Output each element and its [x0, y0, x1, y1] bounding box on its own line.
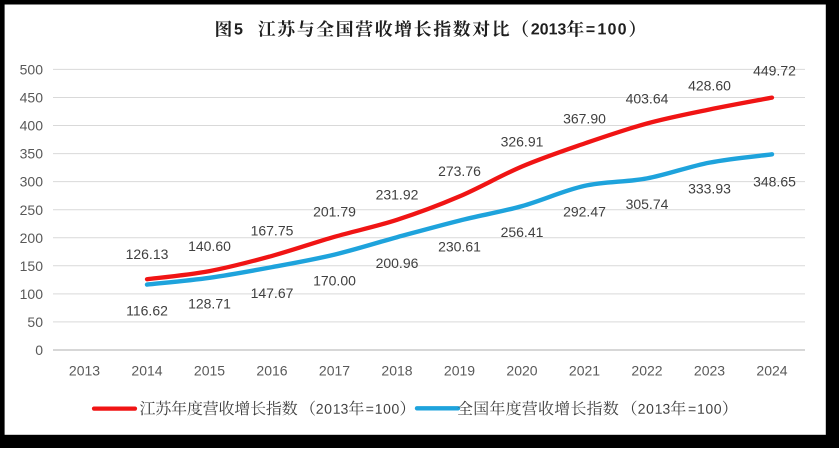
svg-text:305.74: 305.74 — [626, 196, 669, 212]
svg-text:2014: 2014 — [131, 363, 162, 379]
svg-text:116.62: 116.62 — [126, 302, 168, 318]
svg-text:326.91: 326.91 — [501, 133, 544, 149]
svg-text:147.67: 147.67 — [251, 285, 294, 301]
svg-text:128.71: 128.71 — [188, 296, 231, 312]
svg-text:2022: 2022 — [631, 363, 662, 379]
svg-text:2018: 2018 — [381, 363, 412, 379]
svg-text:230.61: 230.61 — [438, 238, 481, 254]
svg-text:2017: 2017 — [319, 363, 350, 379]
svg-text:500: 500 — [20, 62, 44, 78]
svg-text:450: 450 — [20, 90, 44, 106]
svg-text:200: 200 — [20, 230, 44, 246]
svg-text:350: 350 — [20, 146, 44, 162]
svg-text:50: 50 — [27, 314, 43, 330]
svg-text:126.13: 126.13 — [126, 246, 169, 262]
svg-text:2023: 2023 — [694, 363, 725, 379]
svg-text:200.96: 200.96 — [376, 255, 419, 271]
svg-text:348.65: 348.65 — [753, 173, 796, 189]
svg-text:2021: 2021 — [569, 363, 600, 379]
svg-text:2024: 2024 — [756, 363, 787, 379]
svg-text:400: 400 — [20, 118, 44, 134]
svg-text:428.60: 428.60 — [688, 77, 731, 93]
svg-text:170.00: 170.00 — [313, 272, 356, 288]
svg-text:2020: 2020 — [506, 363, 537, 379]
svg-text:167.75: 167.75 — [251, 223, 294, 239]
svg-text:100: 100 — [20, 286, 44, 302]
svg-text:367.90: 367.90 — [563, 110, 606, 126]
svg-text:250: 250 — [20, 202, 44, 218]
svg-text:2019: 2019 — [444, 363, 475, 379]
svg-text:2015: 2015 — [194, 363, 225, 379]
svg-text:273.76: 273.76 — [438, 163, 481, 179]
svg-text:231.92: 231.92 — [376, 187, 419, 203]
svg-text:150: 150 — [20, 258, 44, 274]
svg-text:201.79: 201.79 — [313, 204, 356, 220]
svg-text:403.64: 403.64 — [626, 90, 669, 106]
svg-text:256.41: 256.41 — [501, 224, 544, 240]
svg-text:2013: 2013 — [69, 363, 100, 379]
svg-text:333.93: 333.93 — [688, 180, 731, 196]
svg-text:140.60: 140.60 — [188, 238, 231, 254]
svg-text:449.72: 449.72 — [753, 62, 796, 78]
svg-text:0: 0 — [35, 342, 43, 358]
svg-text:292.47: 292.47 — [563, 204, 606, 220]
svg-text:2016: 2016 — [256, 363, 287, 379]
svg-text:300: 300 — [20, 174, 44, 190]
